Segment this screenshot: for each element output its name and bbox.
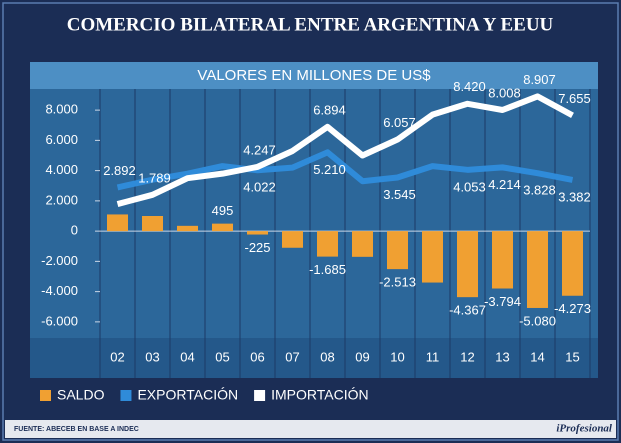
data-label: 8.008 — [488, 85, 521, 100]
legend-label: EXPORTACIÓN — [137, 387, 238, 403]
x-tick-label: 06 — [250, 349, 264, 364]
bar — [562, 231, 583, 296]
x-tick-label: 15 — [565, 349, 579, 364]
x-tick-label: 05 — [215, 349, 229, 364]
data-label: 3.545 — [383, 187, 416, 202]
bar — [282, 231, 303, 248]
data-label: 6.057 — [383, 115, 416, 130]
subtitle-band — [30, 62, 598, 89]
x-tick-label: 11 — [426, 349, 440, 364]
data-label: 4.022 — [243, 180, 276, 195]
data-label: 4.053 — [453, 179, 486, 194]
data-label: -4.273 — [554, 301, 591, 316]
bar — [457, 231, 478, 298]
x-tick-label: 13 — [495, 349, 509, 364]
data-label: 3.382 — [558, 189, 591, 204]
bar — [247, 231, 268, 235]
y-tick-label: 0 — [71, 223, 78, 238]
data-label: 5.210 — [313, 162, 346, 177]
legend-swatch — [40, 390, 51, 401]
category-band — [30, 338, 598, 378]
bar — [107, 214, 128, 232]
data-label: -4.367 — [449, 303, 486, 318]
bar — [212, 223, 233, 232]
x-tick-label: 10 — [390, 349, 404, 364]
y-tick-label: -2.000 — [41, 253, 78, 268]
y-tick-label: -4.000 — [41, 283, 78, 298]
x-tick-label: 09 — [355, 349, 369, 364]
y-tick-label: -6.000 — [41, 313, 78, 328]
legend-label: IMPORTACIÓN — [271, 387, 369, 403]
data-label: -2.513 — [379, 275, 416, 290]
x-tick-label: 14 — [530, 349, 544, 364]
data-label: -5.080 — [519, 313, 556, 328]
x-tick-label: 12 — [460, 349, 474, 364]
data-label: 4.214 — [488, 177, 521, 192]
legend-swatch — [254, 390, 266, 401]
data-label: 1.789 — [138, 170, 171, 185]
bar — [492, 231, 513, 289]
data-label: 4.247 — [243, 142, 276, 157]
bar — [527, 231, 548, 308]
y-tick-label: 8.000 — [45, 102, 78, 117]
x-tick-label: 08 — [320, 349, 334, 364]
chart-title: COMERCIO BILATERAL ENTRE ARGENTINA Y EEU… — [67, 14, 554, 35]
data-label: -3.794 — [484, 294, 521, 309]
bar — [387, 231, 408, 270]
x-tick-label: 07 — [285, 349, 299, 364]
x-tick-label: 03 — [145, 349, 159, 364]
data-label: 7.655 — [558, 91, 591, 106]
bar — [317, 231, 338, 257]
legend-label: SALDO — [57, 387, 105, 403]
x-tick-label: 04 — [180, 349, 194, 364]
bar — [422, 231, 443, 283]
x-tick-label: 02 — [110, 349, 124, 364]
y-tick-label: 4.000 — [45, 162, 78, 177]
line — [116, 93, 574, 207]
data-label: 3.828 — [523, 183, 556, 198]
bar — [177, 225, 198, 232]
line — [116, 149, 574, 191]
data-label: -225 — [244, 240, 270, 255]
footer-band — [5, 420, 616, 438]
data-label: -1.685 — [309, 262, 346, 277]
brand: iProfesional — [556, 423, 613, 435]
data-label: 2.892 — [103, 163, 136, 178]
y-tick-label: 6.000 — [45, 132, 78, 147]
data-label: 495 — [212, 203, 234, 218]
legend-swatch — [120, 390, 132, 401]
source: FUENTE: ABECEB EN BASE A INDEC — [14, 426, 139, 433]
data-label: 8.420 — [453, 79, 486, 94]
data-label: 6.894 — [313, 102, 346, 117]
y-tick-label: 2.000 — [45, 192, 78, 207]
bar — [142, 216, 163, 232]
data-label: 8.907 — [523, 72, 556, 87]
bar — [352, 231, 373, 257]
subtitle: VALORES EN MILLONES DE US$ — [197, 67, 431, 84]
